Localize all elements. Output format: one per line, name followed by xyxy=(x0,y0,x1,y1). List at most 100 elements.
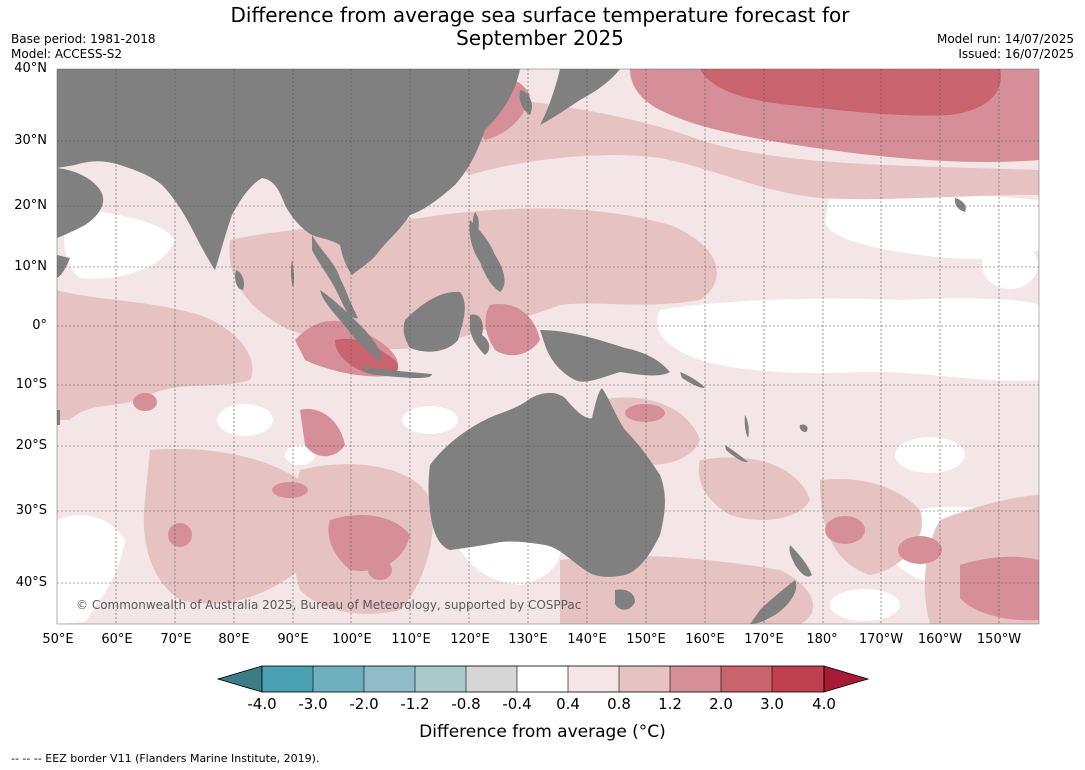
lon-label: 130°E xyxy=(508,632,548,647)
anomaly-white-region xyxy=(57,515,125,624)
colorbar-segment xyxy=(670,666,721,692)
colorbar-tick-label: 2.0 xyxy=(709,695,733,713)
colorbar-segment xyxy=(466,666,517,692)
nz-north-island xyxy=(789,545,812,577)
lat-label: 10°N xyxy=(14,259,47,274)
map-frame xyxy=(56,68,1040,625)
map-field xyxy=(57,69,1039,624)
lon-label: 160°E xyxy=(685,632,725,647)
malay-peninsula xyxy=(340,278,358,319)
lat-label: 20°S xyxy=(15,438,47,453)
anomaly-white-region xyxy=(285,445,315,465)
colorbar-extend-low xyxy=(216,665,263,693)
lon-label: 70°E xyxy=(160,632,192,647)
sulawesi xyxy=(470,314,490,355)
lat-label: 40°N xyxy=(14,61,47,76)
new-caledonia xyxy=(725,445,748,463)
new-guinea xyxy=(540,330,670,382)
colorbar-segment xyxy=(568,666,619,692)
colorbar-tick-label: -0.8 xyxy=(451,695,481,713)
lon-label: 90°E xyxy=(277,632,309,647)
colorbar-tick-label: 3.0 xyxy=(760,695,784,713)
colorbar-tick-label: 1.2 xyxy=(658,695,682,713)
issued-text: Issued: 16/07/2025 xyxy=(958,47,1074,61)
colorbar-segment xyxy=(517,666,568,692)
lat-label: 20°N xyxy=(14,198,47,213)
japan xyxy=(540,69,620,125)
colorbar xyxy=(216,665,870,693)
copyright-notice: © Commonwealth of Australia 2025, Bureau… xyxy=(76,598,582,612)
fiji xyxy=(799,424,808,432)
lat-label: 30°S xyxy=(15,503,47,518)
lat-label: 30°N xyxy=(14,133,47,148)
korea xyxy=(519,90,532,115)
lon-label: 170°W xyxy=(858,632,904,647)
lon-label: 160°W xyxy=(917,632,963,647)
colorbar-segment xyxy=(313,666,364,692)
land-masses xyxy=(57,69,966,624)
anomaly-white-region xyxy=(217,404,273,436)
lon-label: 60°E xyxy=(101,632,133,647)
philippines xyxy=(469,220,505,292)
lon-label: 170°E xyxy=(744,632,784,647)
madagascar-tip xyxy=(57,410,60,425)
anomaly-band-08-12 xyxy=(698,457,810,520)
eez-border-note: -- -- -- EEZ border V11 (Flanders Marine… xyxy=(11,752,320,765)
colorbar-tick-label: -3.0 xyxy=(298,695,328,713)
lon-label: 80°E xyxy=(218,632,250,647)
guam xyxy=(954,198,966,212)
vanuatu xyxy=(744,415,749,438)
anomaly-band-12-20 xyxy=(300,409,345,457)
anomaly-band-20-30 xyxy=(700,69,1001,116)
java xyxy=(362,366,432,378)
colorbar-tick-label: -4.0 xyxy=(247,695,277,713)
anomaly-band-08-12 xyxy=(57,290,253,420)
page-title: Difference from average sea surface temp… xyxy=(230,4,850,50)
anomaly-band-12-20 xyxy=(485,304,540,356)
colorbar-segment xyxy=(721,666,772,692)
anomaly-white-region xyxy=(64,205,175,279)
anomaly-band-12-20 xyxy=(825,516,865,544)
colorbar-tick-label: -1.2 xyxy=(400,695,430,713)
lat-label: 40°S xyxy=(15,575,47,590)
colorbar-tick-label: 4.0 xyxy=(812,695,836,713)
colorbar-frame xyxy=(261,665,825,693)
anomaly-band-12-20 xyxy=(898,536,942,564)
anomaly-band-08-12 xyxy=(820,479,922,575)
borneo xyxy=(403,291,465,352)
anomaly-white-region xyxy=(895,437,965,473)
colorbar-tick-label: 0.8 xyxy=(607,695,631,713)
colorbar-label: Difference from average (°C) xyxy=(419,722,666,742)
lon-label: 150°W xyxy=(976,632,1022,647)
colorbar-tick-label: 0.4 xyxy=(556,695,580,713)
lon-label: 180° xyxy=(806,632,838,647)
sri-lanka xyxy=(235,270,245,290)
anomaly-band-12-20 xyxy=(960,556,1039,621)
anomaly-band-08-12 xyxy=(438,90,1039,200)
lon-label: 50°E xyxy=(42,632,74,647)
base-period-text: Base period: 1981-2018 xyxy=(11,32,156,46)
model-text: Model: ACCESS-S2 xyxy=(11,47,123,61)
anomaly-band-12-20 xyxy=(133,393,157,411)
colorbar-segment xyxy=(262,666,313,692)
colorbar-segment xyxy=(619,666,670,692)
colorbar-dividers xyxy=(312,666,773,692)
anomaly-band-12-20 xyxy=(368,560,392,580)
anomaly-band-12-20 xyxy=(625,404,665,422)
grid-lines xyxy=(57,69,1039,624)
colorbar-segment xyxy=(415,666,466,692)
lat-label: 0° xyxy=(32,318,47,333)
anomaly-band-20-30 xyxy=(335,338,399,376)
lon-label: 110°E xyxy=(391,632,431,647)
colorbar-segment xyxy=(364,666,415,692)
model-run-text: Model run: 14/07/2025 xyxy=(936,32,1074,46)
lon-label: 150°E xyxy=(626,632,666,647)
anomaly-white-region xyxy=(982,241,1038,289)
anomaly-white-region xyxy=(402,406,458,434)
australia xyxy=(428,388,665,577)
title-line-2: September 2025 xyxy=(456,26,624,50)
anomaly-white-region xyxy=(830,589,900,621)
asia-landmass xyxy=(57,69,520,275)
lon-label: 140°E xyxy=(567,632,607,647)
